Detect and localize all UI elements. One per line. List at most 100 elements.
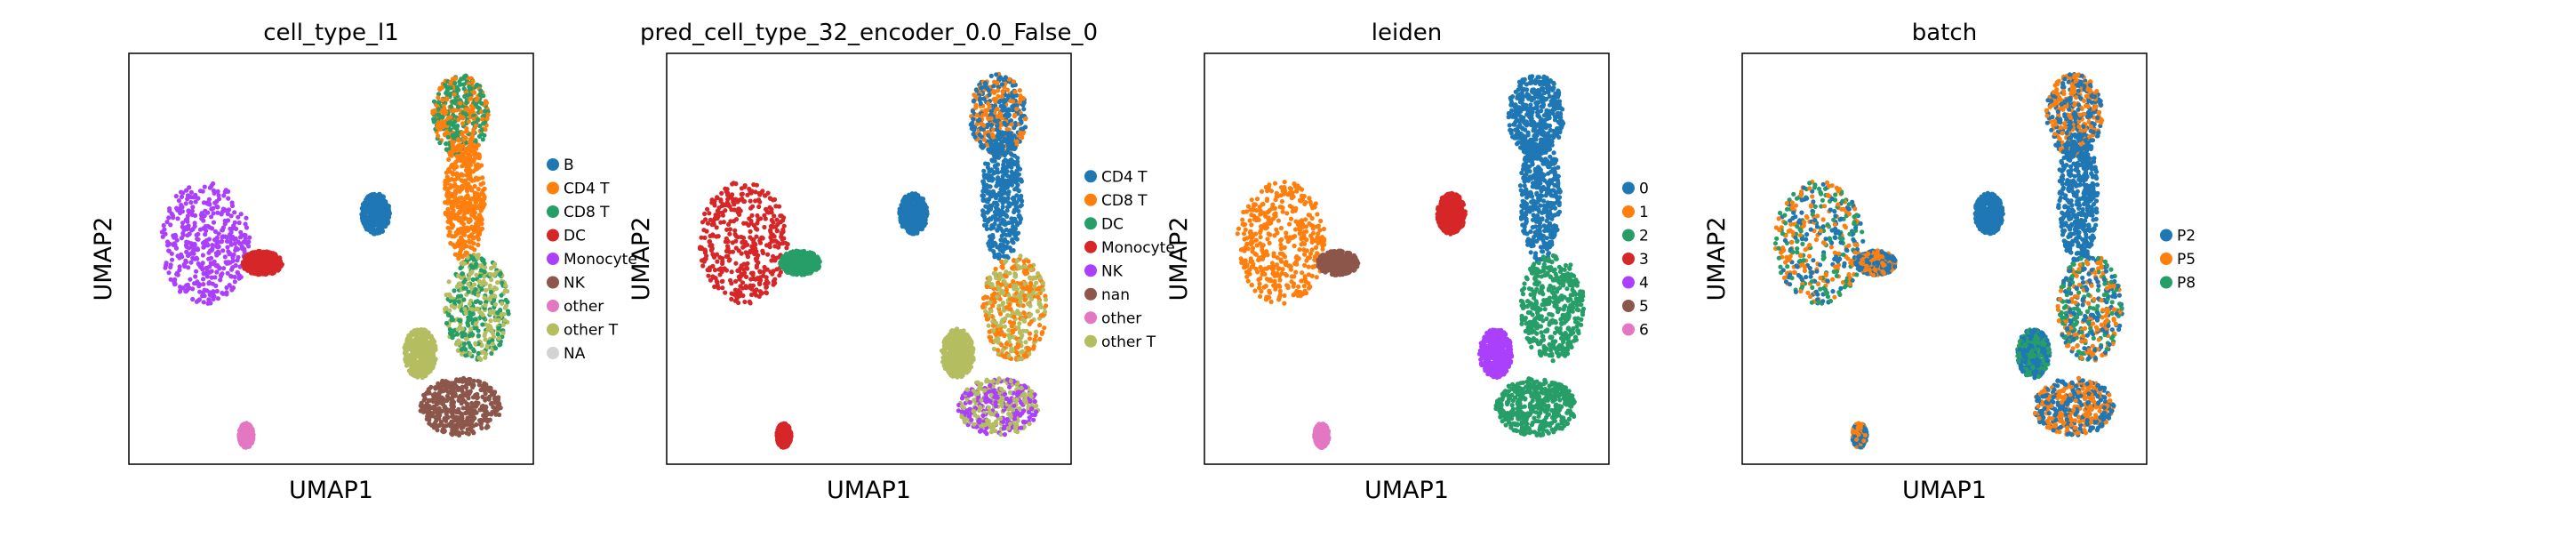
scatter-point (257, 272, 261, 277)
scatter-point (245, 443, 250, 447)
scatter-point (732, 219, 736, 223)
scatter-point (491, 341, 495, 346)
scatter-point (443, 182, 447, 187)
scatter-point (169, 277, 173, 282)
scatter-point (460, 348, 464, 352)
scatter-point (460, 430, 465, 435)
scatter-point (812, 261, 816, 266)
scatter-point (369, 229, 373, 233)
scatter-point (203, 232, 207, 237)
scatter-point (192, 281, 196, 285)
scatter-point (468, 377, 472, 381)
scatter-point (469, 149, 474, 153)
scatter-point (187, 223, 191, 228)
scatter-point (170, 252, 174, 256)
scatter-point (469, 269, 474, 274)
scatter-point (715, 280, 719, 285)
scatter-point (204, 288, 209, 293)
scatter-point (762, 265, 766, 269)
scatter-point (706, 274, 710, 278)
scatter-point (236, 255, 240, 260)
scatter-point (493, 317, 498, 322)
scatter-point (210, 276, 214, 280)
scatter-point (479, 282, 484, 286)
scatter-point (180, 195, 184, 199)
scatter-point (482, 388, 486, 392)
scatter-point (227, 207, 231, 212)
scatter-point (483, 269, 487, 274)
scatter-point (491, 331, 495, 335)
scatter-point (454, 172, 459, 176)
scatter-point (465, 226, 469, 230)
scatter-point (720, 279, 724, 284)
scatter-point (455, 87, 460, 92)
scatter-point (476, 229, 480, 234)
scatter-point (448, 153, 452, 157)
scatter-point (480, 221, 484, 226)
scatter-point (201, 245, 205, 250)
scatter-point (468, 137, 473, 141)
scatter-point (724, 239, 728, 244)
scatter-point (230, 200, 235, 205)
scatter-point (473, 287, 477, 292)
scatter-point (213, 229, 218, 234)
scatter-point (447, 279, 452, 284)
scatter-point (480, 116, 484, 121)
scatter-point (449, 409, 453, 414)
scatter-point (188, 277, 192, 282)
scatter-point (410, 361, 414, 365)
scatter-point (455, 285, 460, 289)
scatter-point (463, 420, 468, 424)
scatter-point (718, 199, 723, 204)
scatter-point (437, 423, 442, 428)
scatter-point (472, 116, 476, 121)
scatter-point (224, 219, 228, 223)
scatter-point (403, 357, 407, 361)
scatter-point (481, 137, 485, 141)
scatter-point (497, 342, 501, 347)
scatter-point (432, 119, 436, 124)
scatter-point (174, 246, 179, 251)
scatter-point (471, 413, 476, 417)
chart-title: pred_cell_type_32_encoder_0.0_False_0 (640, 20, 1098, 46)
scatter-point (225, 261, 229, 266)
scatter-point (452, 195, 457, 199)
scatter-point (360, 219, 364, 223)
scatter-point (453, 76, 458, 80)
scatter-point (424, 338, 428, 342)
scatter-point (715, 260, 719, 264)
scatter-point (752, 223, 756, 228)
scatter-point (476, 351, 481, 356)
scatter-point (495, 280, 500, 285)
scatter-point (224, 188, 228, 192)
scatter-point (438, 388, 443, 392)
scatter-point (184, 201, 188, 205)
scatter-point (488, 272, 492, 277)
scatter-point (749, 293, 754, 297)
scatter-point (775, 229, 780, 233)
scatter-point (243, 259, 247, 263)
scatter-point (172, 277, 177, 282)
scatter-point (720, 285, 724, 290)
scatter-point (499, 293, 503, 298)
scatter-point (464, 113, 468, 117)
scatter-point (742, 300, 747, 304)
scatter-point (736, 206, 740, 211)
scatter-point (460, 334, 465, 339)
scatter-point (448, 192, 452, 197)
scatter-point (449, 165, 453, 169)
scatter-point (371, 210, 375, 214)
scatter-point (448, 170, 452, 174)
scatter-point (483, 303, 487, 308)
scatter-point (441, 430, 445, 434)
scatter-point (776, 245, 780, 250)
scatter-point (717, 255, 722, 260)
scatter-point (705, 207, 709, 212)
scatter-point (465, 409, 469, 414)
scatter-point (233, 275, 237, 279)
scatter-point (449, 121, 453, 125)
scatter-point (210, 243, 214, 247)
scatter-point (422, 333, 427, 337)
scatter-point (753, 242, 757, 246)
scatter-point (182, 264, 187, 269)
